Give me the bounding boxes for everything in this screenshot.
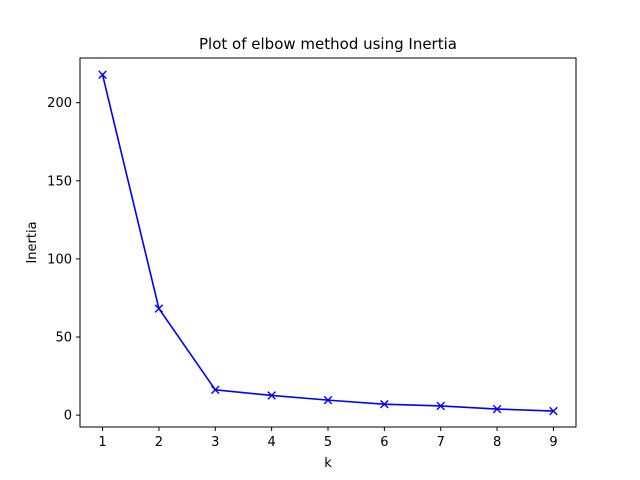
data-point-marker bbox=[323, 395, 333, 405]
plot-area: 1 2 3 4 5 6 7 8 9 0 50 100 150 200 bbox=[47, 70, 558, 450]
x-tick-label: 7 bbox=[437, 435, 445, 450]
data-point-marker bbox=[436, 401, 446, 411]
x-tick-label: 9 bbox=[549, 435, 557, 450]
y-tick-label: 100 bbox=[47, 252, 72, 267]
data-point-marker bbox=[380, 399, 389, 409]
y-tick-label: 0 bbox=[64, 409, 72, 424]
data-point-marker bbox=[98, 70, 107, 80]
data-point-marker bbox=[492, 404, 502, 414]
data-point-marker bbox=[154, 304, 164, 313]
x-tick-label: 4 bbox=[267, 435, 275, 450]
data-point-marker bbox=[549, 406, 558, 416]
x-tick-label: 3 bbox=[211, 435, 219, 450]
y-axis-label: Inertia bbox=[25, 221, 40, 263]
x-tick-label: 2 bbox=[155, 435, 163, 450]
x-tick-label: 8 bbox=[493, 435, 501, 450]
y-tick-label: 50 bbox=[55, 331, 72, 346]
x-tick-label: 6 bbox=[380, 435, 388, 450]
plot-frame bbox=[79, 57, 577, 428]
data-point-marker bbox=[210, 385, 220, 395]
x-tick-label: 5 bbox=[324, 435, 332, 450]
y-tick-label: 200 bbox=[47, 96, 72, 111]
x-axis-label: k bbox=[324, 456, 332, 471]
data-point-marker bbox=[267, 391, 276, 400]
chart-title: Plot of elbow method using Inertia bbox=[199, 35, 457, 53]
x-tick-label: 1 bbox=[98, 435, 106, 450]
y-tick-label: 150 bbox=[47, 174, 72, 189]
